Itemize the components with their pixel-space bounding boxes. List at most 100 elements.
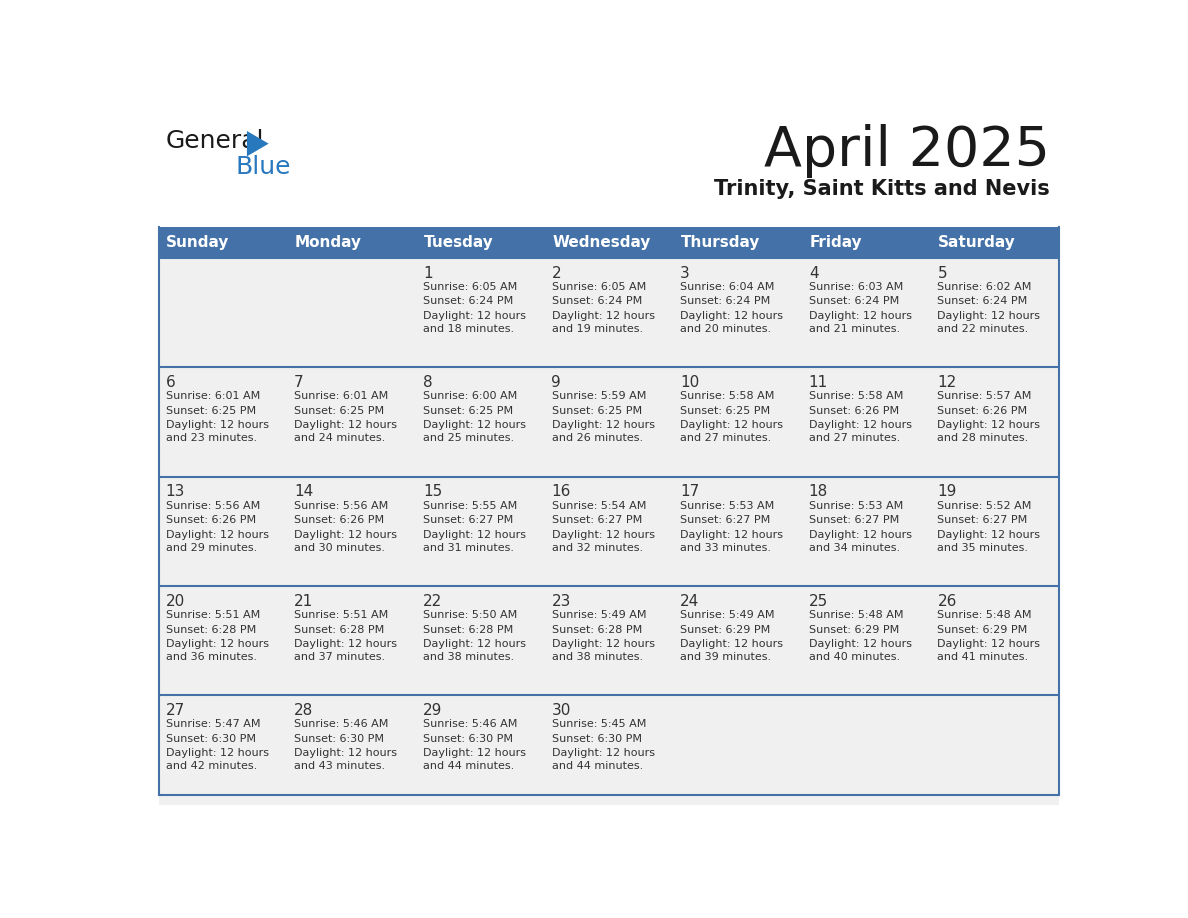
Text: Daylight: 12 hours
and 32 minutes.: Daylight: 12 hours and 32 minutes.: [551, 530, 655, 553]
Text: Sunset: 6:28 PM: Sunset: 6:28 PM: [423, 624, 513, 634]
Text: Daylight: 12 hours
and 30 minutes.: Daylight: 12 hours and 30 minutes.: [295, 530, 397, 553]
Text: 20: 20: [165, 594, 185, 609]
Text: Daylight: 12 hours
and 38 minutes.: Daylight: 12 hours and 38 minutes.: [551, 639, 655, 662]
Text: Wednesday: Wednesday: [552, 235, 651, 250]
Text: Daylight: 12 hours
and 31 minutes.: Daylight: 12 hours and 31 minutes.: [423, 530, 526, 553]
Text: Sunrise: 5:51 AM: Sunrise: 5:51 AM: [165, 610, 260, 620]
Text: Daylight: 12 hours
and 27 minutes.: Daylight: 12 hours and 27 minutes.: [681, 420, 783, 443]
Text: 15: 15: [423, 485, 442, 499]
Text: Sunset: 6:29 PM: Sunset: 6:29 PM: [937, 624, 1028, 634]
Text: Sunset: 6:27 PM: Sunset: 6:27 PM: [681, 515, 770, 525]
Text: Daylight: 12 hours
and 37 minutes.: Daylight: 12 hours and 37 minutes.: [295, 639, 397, 662]
Text: Daylight: 12 hours
and 26 minutes.: Daylight: 12 hours and 26 minutes.: [551, 420, 655, 443]
Bar: [158, 367, 1060, 476]
Text: Sunset: 6:26 PM: Sunset: 6:26 PM: [165, 515, 255, 525]
Text: 12: 12: [937, 375, 956, 390]
Text: Sunset: 6:30 PM: Sunset: 6:30 PM: [551, 733, 642, 744]
Text: Sunrise: 5:58 AM: Sunrise: 5:58 AM: [681, 391, 775, 401]
Text: 19: 19: [937, 485, 956, 499]
Text: Daylight: 12 hours
and 20 minutes.: Daylight: 12 hours and 20 minutes.: [681, 311, 783, 334]
Text: Sunset: 6:25 PM: Sunset: 6:25 PM: [423, 406, 513, 416]
Text: Sunset: 6:25 PM: Sunset: 6:25 PM: [295, 406, 385, 416]
Text: Sunset: 6:25 PM: Sunset: 6:25 PM: [165, 406, 255, 416]
Text: Sunrise: 5:55 AM: Sunrise: 5:55 AM: [423, 500, 517, 510]
Text: 5: 5: [937, 265, 947, 281]
Text: 8: 8: [423, 375, 432, 390]
Text: Sunset: 6:30 PM: Sunset: 6:30 PM: [165, 733, 255, 744]
Text: Daylight: 12 hours
and 34 minutes.: Daylight: 12 hours and 34 minutes.: [809, 530, 912, 553]
Text: Sunset: 6:27 PM: Sunset: 6:27 PM: [551, 515, 642, 525]
Text: Daylight: 12 hours
and 23 minutes.: Daylight: 12 hours and 23 minutes.: [165, 420, 268, 443]
Text: Daylight: 12 hours
and 39 minutes.: Daylight: 12 hours and 39 minutes.: [681, 639, 783, 662]
Bar: [158, 586, 1060, 695]
Text: 18: 18: [809, 485, 828, 499]
Text: Sunset: 6:25 PM: Sunset: 6:25 PM: [551, 406, 642, 416]
Text: Sunrise: 5:53 AM: Sunrise: 5:53 AM: [681, 500, 775, 510]
Text: 11: 11: [809, 375, 828, 390]
Text: Sunrise: 5:53 AM: Sunrise: 5:53 AM: [809, 500, 903, 510]
Text: Daylight: 12 hours
and 40 minutes.: Daylight: 12 hours and 40 minutes.: [809, 639, 912, 662]
Text: Trinity, Saint Kitts and Nevis: Trinity, Saint Kitts and Nevis: [714, 179, 1050, 199]
Text: Daylight: 12 hours
and 22 minutes.: Daylight: 12 hours and 22 minutes.: [937, 311, 1041, 334]
Text: Daylight: 12 hours
and 29 minutes.: Daylight: 12 hours and 29 minutes.: [165, 530, 268, 553]
Text: 14: 14: [295, 485, 314, 499]
Text: 28: 28: [295, 703, 314, 718]
Text: Sunrise: 5:56 AM: Sunrise: 5:56 AM: [295, 500, 388, 510]
Text: Daylight: 12 hours
and 24 minutes.: Daylight: 12 hours and 24 minutes.: [295, 420, 397, 443]
Text: Friday: Friday: [809, 235, 862, 250]
Text: Daylight: 12 hours
and 38 minutes.: Daylight: 12 hours and 38 minutes.: [423, 639, 526, 662]
Text: 13: 13: [165, 485, 185, 499]
Text: Sunset: 6:28 PM: Sunset: 6:28 PM: [295, 624, 385, 634]
Text: 1: 1: [423, 265, 432, 281]
Text: Sunset: 6:24 PM: Sunset: 6:24 PM: [937, 297, 1028, 307]
Text: Sunrise: 5:51 AM: Sunrise: 5:51 AM: [295, 610, 388, 620]
Text: Saturday: Saturday: [939, 235, 1016, 250]
Text: Sunset: 6:24 PM: Sunset: 6:24 PM: [423, 297, 513, 307]
Text: 6: 6: [165, 375, 176, 390]
Text: 26: 26: [937, 594, 956, 609]
Text: Sunrise: 5:50 AM: Sunrise: 5:50 AM: [423, 610, 517, 620]
Text: Sunset: 6:27 PM: Sunset: 6:27 PM: [423, 515, 513, 525]
Text: 30: 30: [551, 703, 571, 718]
Text: 23: 23: [551, 594, 571, 609]
Text: Sunset: 6:28 PM: Sunset: 6:28 PM: [165, 624, 255, 634]
Text: Daylight: 12 hours
and 43 minutes.: Daylight: 12 hours and 43 minutes.: [295, 748, 397, 771]
Text: Sunset: 6:24 PM: Sunset: 6:24 PM: [681, 297, 770, 307]
Text: Daylight: 12 hours
and 19 minutes.: Daylight: 12 hours and 19 minutes.: [551, 311, 655, 334]
Text: Sunset: 6:29 PM: Sunset: 6:29 PM: [809, 624, 899, 634]
Text: Sunrise: 5:48 AM: Sunrise: 5:48 AM: [809, 610, 903, 620]
Text: Daylight: 12 hours
and 25 minutes.: Daylight: 12 hours and 25 minutes.: [423, 420, 526, 443]
Text: Sunrise: 5:45 AM: Sunrise: 5:45 AM: [551, 719, 646, 729]
Text: 22: 22: [423, 594, 442, 609]
Bar: [158, 227, 1060, 258]
Text: Daylight: 12 hours
and 36 minutes.: Daylight: 12 hours and 36 minutes.: [165, 639, 268, 662]
Text: 25: 25: [809, 594, 828, 609]
Polygon shape: [247, 131, 268, 156]
Text: Daylight: 12 hours
and 28 minutes.: Daylight: 12 hours and 28 minutes.: [937, 420, 1041, 443]
Text: 4: 4: [809, 265, 819, 281]
Text: Sunrise: 6:01 AM: Sunrise: 6:01 AM: [295, 391, 388, 401]
Text: Daylight: 12 hours
and 21 minutes.: Daylight: 12 hours and 21 minutes.: [809, 311, 912, 334]
Text: Sunset: 6:26 PM: Sunset: 6:26 PM: [937, 406, 1028, 416]
Text: Sunset: 6:24 PM: Sunset: 6:24 PM: [809, 297, 899, 307]
Text: General: General: [165, 129, 264, 153]
Bar: [158, 695, 1060, 805]
Text: Sunrise: 5:56 AM: Sunrise: 5:56 AM: [165, 500, 260, 510]
Text: Sunrise: 5:52 AM: Sunrise: 5:52 AM: [937, 500, 1032, 510]
Text: Sunrise: 6:01 AM: Sunrise: 6:01 AM: [165, 391, 260, 401]
Text: Sunrise: 6:04 AM: Sunrise: 6:04 AM: [681, 282, 775, 292]
Text: 24: 24: [681, 594, 700, 609]
Text: Daylight: 12 hours
and 44 minutes.: Daylight: 12 hours and 44 minutes.: [551, 748, 655, 771]
Text: Sunrise: 5:57 AM: Sunrise: 5:57 AM: [937, 391, 1032, 401]
Text: 7: 7: [295, 375, 304, 390]
Text: Sunrise: 5:46 AM: Sunrise: 5:46 AM: [295, 719, 388, 729]
Text: Daylight: 12 hours
and 41 minutes.: Daylight: 12 hours and 41 minutes.: [937, 639, 1041, 662]
Text: Sunset: 6:27 PM: Sunset: 6:27 PM: [937, 515, 1028, 525]
Text: Sunrise: 6:05 AM: Sunrise: 6:05 AM: [423, 282, 517, 292]
Text: Sunrise: 5:58 AM: Sunrise: 5:58 AM: [809, 391, 903, 401]
Text: Sunrise: 6:02 AM: Sunrise: 6:02 AM: [937, 282, 1032, 292]
Text: 3: 3: [681, 265, 690, 281]
Text: 9: 9: [551, 375, 561, 390]
Text: Thursday: Thursday: [681, 235, 760, 250]
Text: Sunset: 6:30 PM: Sunset: 6:30 PM: [423, 733, 513, 744]
